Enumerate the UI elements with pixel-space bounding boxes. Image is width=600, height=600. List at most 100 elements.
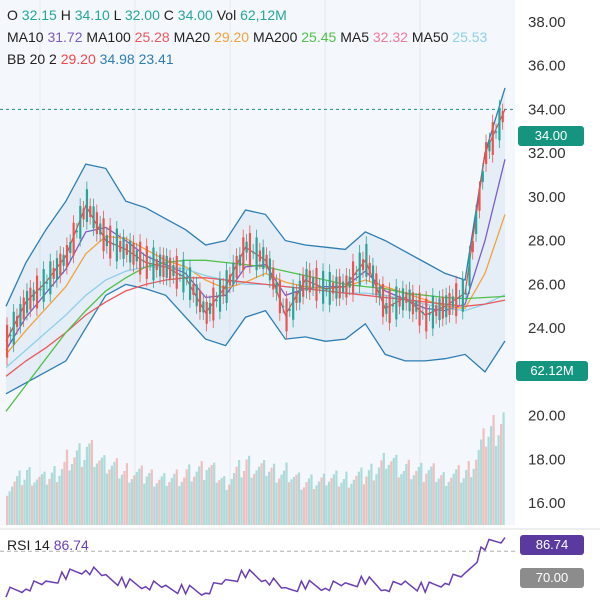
volume-bar [113, 461, 116, 525]
volume-bar [38, 476, 41, 525]
candle-body [72, 222, 75, 256]
volume-bar [447, 481, 450, 525]
ma100-value: 25.28 [134, 29, 170, 45]
candle-body [458, 297, 461, 299]
volume-bar [208, 467, 211, 525]
rsi-value: 86.74 [53, 537, 89, 553]
volume-bar [340, 482, 343, 525]
candle-body [411, 292, 415, 315]
candle-body [252, 251, 255, 254]
volume-bar [240, 477, 243, 525]
candle-body [145, 246, 148, 279]
candle-body [238, 254, 242, 266]
rsi-label: RSI 14 [7, 537, 50, 553]
ma10-value: 31.72 [47, 29, 83, 45]
volume-bar [367, 470, 370, 525]
volume-bar [360, 467, 363, 525]
volume-bar [88, 443, 91, 525]
volume-bar [307, 478, 311, 525]
candle-body [245, 241, 248, 253]
volume-bar [297, 472, 301, 525]
volume-bar [445, 486, 448, 525]
candle-body [105, 235, 108, 247]
candle-body [102, 218, 105, 252]
volume-bar [402, 471, 405, 525]
candle-body [475, 212, 478, 235]
volume-bar [133, 475, 136, 525]
volume-bar [357, 471, 360, 525]
volume-bar [11, 486, 14, 525]
candle-body [425, 298, 428, 332]
volume-bar [322, 473, 326, 525]
volume-bar [415, 471, 418, 525]
volume-bar [407, 459, 410, 525]
candle-body [142, 260, 145, 262]
high-label: H [60, 7, 71, 23]
ma200-value: 25.45 [301, 29, 337, 45]
candle-body [495, 131, 498, 133]
candle-body [295, 292, 298, 303]
candle-body [368, 262, 371, 274]
candle-body [6, 324, 9, 358]
open-label: O [7, 7, 18, 23]
candle-body [401, 288, 405, 311]
close-label: C [163, 7, 174, 23]
candle-body [325, 288, 328, 291]
candle-body [288, 309, 291, 311]
volume-bar [282, 470, 286, 525]
candle-body [95, 212, 99, 235]
candle-body [415, 300, 418, 312]
candle-body [79, 205, 82, 239]
price-tick-label: 20.00 [528, 408, 566, 425]
volume-bar [138, 468, 141, 525]
volume-bar [213, 462, 216, 525]
ma5-label: MA5 [340, 29, 369, 45]
candle-body [69, 242, 72, 254]
volume-bar [215, 482, 218, 525]
volume-bar [145, 476, 148, 525]
volume-bar [480, 439, 483, 525]
last-price-badge: 34.00 [518, 126, 584, 146]
candle-body [198, 290, 202, 313]
volume-bar [462, 478, 465, 525]
candle-body [178, 274, 182, 276]
volume-bar [73, 457, 76, 525]
volume-bar [223, 476, 226, 525]
volume-bar [372, 480, 375, 525]
candle-body [351, 261, 355, 295]
candle-body [498, 107, 501, 141]
candle-body [248, 232, 252, 266]
volume-bar [425, 473, 428, 525]
candle-body [155, 259, 158, 271]
candle-body [322, 270, 325, 304]
volume-bar [500, 424, 503, 525]
volume-bar [280, 474, 283, 525]
volume-bar [48, 478, 51, 525]
candle-body [235, 255, 238, 278]
volume-bar [218, 480, 221, 525]
candle-body [169, 257, 172, 280]
volume-bar [21, 485, 24, 525]
candle-body [418, 292, 421, 326]
volume-bar [317, 481, 321, 525]
candle-body [212, 287, 215, 321]
candle-body [471, 240, 474, 252]
volume-bar [78, 443, 81, 525]
volume-bar [332, 474, 335, 525]
candle-body [375, 273, 378, 296]
volume-bar [475, 459, 478, 525]
volume-bar [302, 487, 306, 525]
candle-body [465, 293, 468, 295]
volume-bar [118, 478, 121, 525]
candle-body [39, 288, 42, 291]
candle-body [468, 253, 471, 287]
candle-body [205, 301, 208, 324]
candle-body [332, 282, 335, 294]
volume-bar [6, 495, 9, 526]
candle-body [225, 270, 228, 303]
volume-bar [290, 479, 293, 525]
candle-body [99, 223, 102, 235]
candle-body [335, 276, 338, 299]
price-tick-label: 34.00 [528, 101, 566, 118]
